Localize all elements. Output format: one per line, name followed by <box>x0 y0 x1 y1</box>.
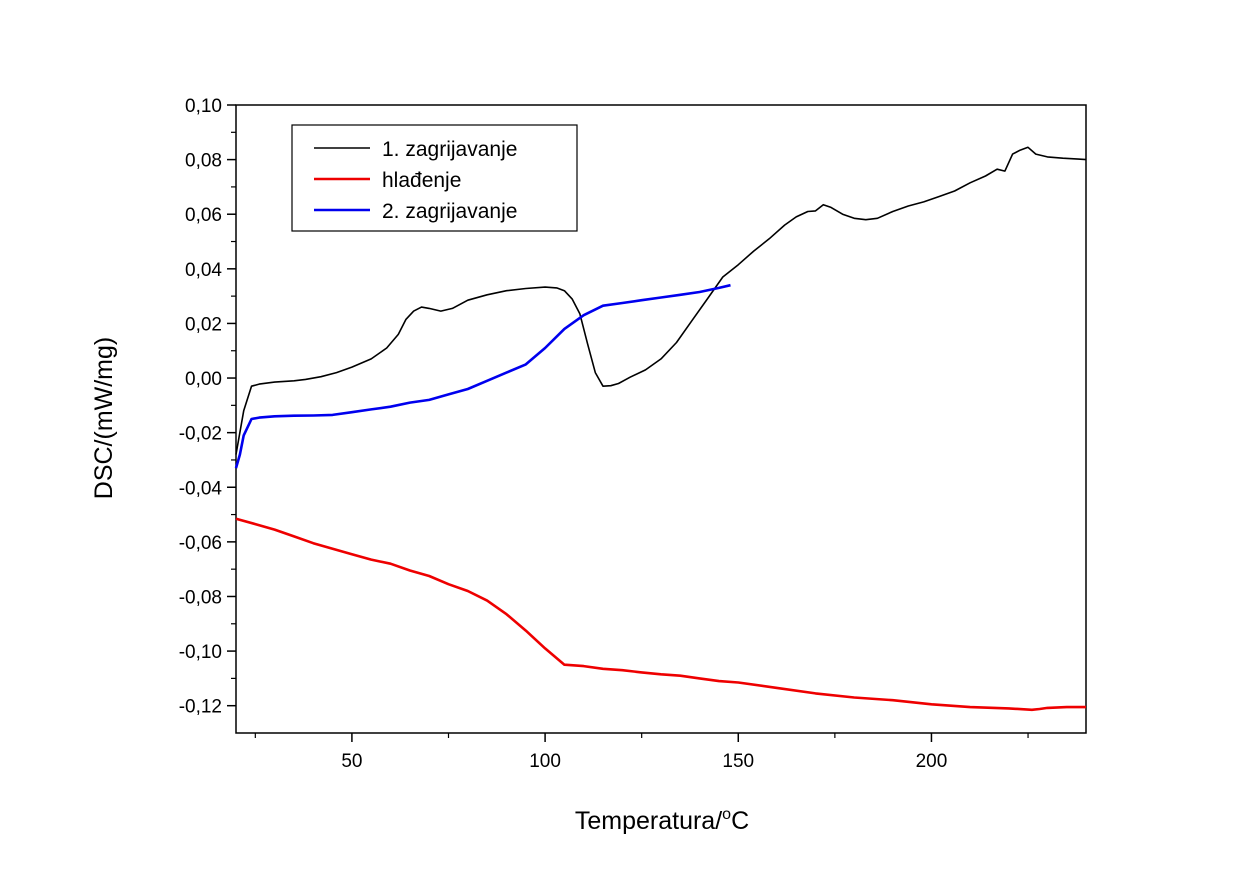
x-axis-title-main: Temperatura/ <box>575 807 722 835</box>
y-axis: 0,10 0,08 0,06 0,04 0,02 0,00 -0,02 -0,04 -0,06 -… <box>179 96 236 718</box>
y-tick-label: -0,08 <box>179 587 222 608</box>
plot-frame <box>235 104 1087 734</box>
x-tick-label: 50 <box>341 751 362 772</box>
x-axis: 50 100 150 200 <box>254 733 1029 772</box>
series-layer <box>234 146 1087 712</box>
x-tick-label: 200 <box>916 751 948 772</box>
y-tick-label: -0,06 <box>179 533 222 554</box>
x-tick-label: 100 <box>529 751 561 772</box>
y-tick-label: 0,06 <box>185 205 222 226</box>
y-tick-label: 0,04 <box>185 260 222 281</box>
legend-label: 1. zagrijavanje <box>382 138 517 161</box>
y-tick-label: 0,10 <box>185 96 222 117</box>
series-line-3 <box>234 283 731 469</box>
legend-label: 2. zagrijavanje <box>382 200 517 223</box>
x-axis-title: Temperatura/oC <box>575 806 749 835</box>
legend: 1. zagrijavanje hlađenje 2. zagrijavanje <box>291 124 578 232</box>
y-tick-label: 0,00 <box>185 369 222 390</box>
y-tick-label: 0,02 <box>185 314 222 335</box>
series-line-2 <box>235 517 1086 712</box>
x-tick-label: 150 <box>722 751 754 772</box>
y-tick-label: -0,12 <box>179 697 222 718</box>
y-tick-label: -0,10 <box>179 642 222 663</box>
y-tick-label: 0,08 <box>185 151 222 172</box>
plot-border <box>235 104 1087 734</box>
y-tick-label: -0,04 <box>179 478 223 499</box>
legend-label: hlađenje <box>382 169 461 192</box>
x-axis-title-unit: C <box>731 807 749 835</box>
series-line-1 <box>235 146 1087 455</box>
y-axis-title: DSC/(mW/mg) <box>90 337 118 499</box>
y-tick-label: -0,02 <box>179 424 222 445</box>
x-axis-title-superscript: o <box>722 806 731 823</box>
